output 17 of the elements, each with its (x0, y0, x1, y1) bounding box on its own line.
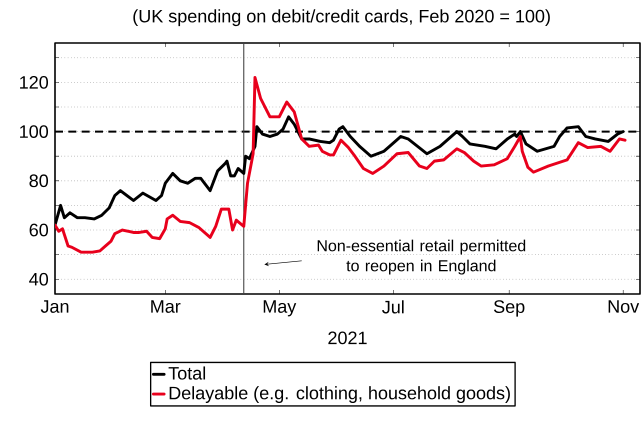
x-axis-title: 2021 (328, 332, 367, 344)
x-tick-label: Nov (608, 300, 640, 313)
y-tick-label: 60 (30, 224, 48, 236)
legend-label: Total (168, 366, 206, 380)
chart-title: (UK spending on debit/credit cards, Feb 2020 = 100) (133, 9, 550, 26)
x-tick-label: May (264, 300, 296, 316)
annotation: Non-essential retail permitted to reopen in England (318, 240, 526, 275)
x-tick-label: Sep (494, 300, 524, 317)
x-tick-label: Mar (151, 300, 180, 313)
x-tick-label: Jan (40, 300, 68, 313)
x-tick-label: Jul (382, 300, 404, 314)
legend-label: Delayable (e.g. clothing, household goods) (170, 386, 510, 403)
line-series (55, 76, 627, 254)
y-tick-label: 120 (20, 76, 48, 89)
y-tick-label: 40 (29, 272, 48, 286)
y-tick-label: 100 (20, 125, 48, 138)
y-tick-label: 80 (29, 174, 48, 188)
